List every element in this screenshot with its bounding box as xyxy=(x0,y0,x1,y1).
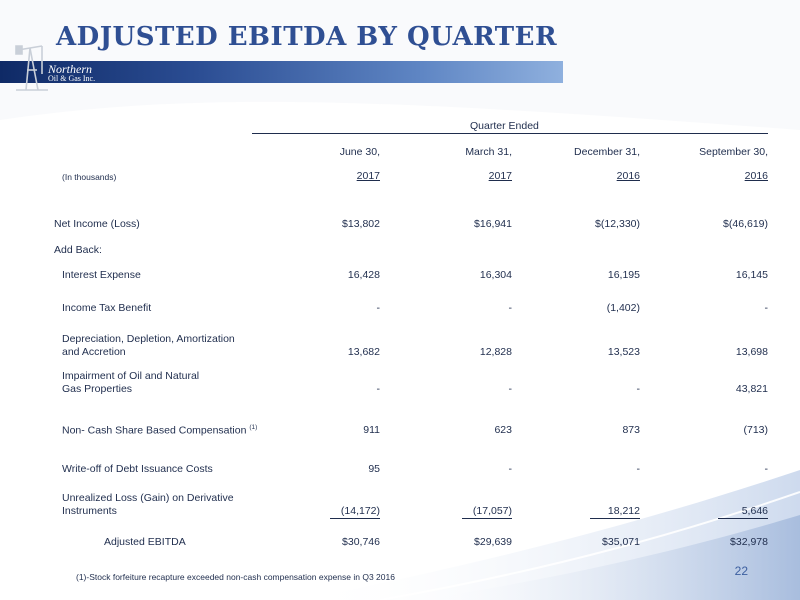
table-cell: 5,646 xyxy=(741,505,768,517)
subtotal-rule xyxy=(330,518,380,519)
col-header-month: March 31, xyxy=(465,146,512,158)
row-label-impairment-line2: Gas Properties xyxy=(62,383,133,395)
row-label-dda-line2: and Accretion xyxy=(62,346,126,358)
logo-line-1: Northern xyxy=(48,62,93,76)
table-cell: - xyxy=(636,463,641,475)
col-header-year: 2017 xyxy=(356,170,380,182)
table-cell: 18,212 xyxy=(607,505,640,517)
table-cell: - xyxy=(764,463,769,475)
table-cell: 911 xyxy=(363,424,380,436)
row-label-net-income: Net Income (Loss) xyxy=(54,218,140,230)
col-header-year: 2017 xyxy=(488,170,512,182)
header-bar xyxy=(0,61,563,83)
page-number: 22 xyxy=(734,564,748,578)
table-cell: - xyxy=(508,383,513,395)
table-cell: (713) xyxy=(743,424,768,436)
table-cell: 13,682 xyxy=(347,346,380,358)
table-cell: 13,698 xyxy=(735,346,768,358)
table-cell: (1,402) xyxy=(606,302,640,314)
row-label-write-off: Write-off of Debt Issuance Costs xyxy=(62,463,213,475)
row-label-income-tax-benefit: Income Tax Benefit xyxy=(62,302,152,314)
subtotal-rule xyxy=(718,518,768,519)
group-header: Quarter Ended xyxy=(470,120,539,132)
table-cell: $13,802 xyxy=(342,218,380,230)
subtotal-rule xyxy=(590,518,640,519)
table-cell: 16,145 xyxy=(735,269,768,281)
table-cell: 623 xyxy=(494,424,512,436)
company-logo-text: Northern Oil & Gas Inc. xyxy=(48,62,96,84)
table-cell: - xyxy=(764,302,769,314)
col-header-year: 2016 xyxy=(744,170,768,182)
subtotal-rule xyxy=(462,518,512,519)
table-cell: $16,941 xyxy=(474,218,512,230)
col-header-month: December 31, xyxy=(574,146,640,158)
col-header-month: September 30, xyxy=(699,146,768,158)
table-cell: 16,304 xyxy=(479,269,512,281)
table-cell: - xyxy=(376,383,381,395)
table-cell: $(12,330) xyxy=(595,218,640,230)
table-cell: - xyxy=(508,463,513,475)
table-cell: 12,828 xyxy=(479,346,512,358)
row-label-adjusted-ebitda: Adjusted EBITDA xyxy=(104,536,186,548)
col-header-year: 2016 xyxy=(616,170,640,182)
table-cell: $29,639 xyxy=(474,536,512,548)
page-title: ADJUSTED EBITDA BY QUARTER xyxy=(56,22,558,52)
oil-derrick-icon xyxy=(15,45,48,91)
table-cell: - xyxy=(376,302,381,314)
logo-line-2: Oil & Gas Inc. xyxy=(48,74,96,83)
row-label-dda-line1: Depreciation, Depletion, Amortization xyxy=(62,333,235,345)
table-cell: $(46,619) xyxy=(723,218,768,230)
table-cell: 16,428 xyxy=(347,269,380,281)
table-cell: 16,195 xyxy=(607,269,640,281)
table-cell: $30,746 xyxy=(342,536,380,548)
row-label-interest-expense: Interest Expense xyxy=(62,269,141,281)
table-cell: (14,172) xyxy=(340,505,380,517)
table-cell: 43,821 xyxy=(735,383,768,395)
row-label-unrealized-line1: Unrealized Loss (Gain) on Derivative xyxy=(62,492,234,504)
row-label-impairment-line1: Impairment of Oil and Natural xyxy=(62,370,200,382)
col-header-month: June 30, xyxy=(339,146,380,158)
row-label-unrealized-line2: Instruments xyxy=(62,505,117,517)
table-cell: 13,523 xyxy=(607,346,640,358)
table-cell: 873 xyxy=(622,424,640,436)
row-label-share-based-comp: Non- Cash Share Based Compensation (1) xyxy=(62,424,257,437)
table-cell: - xyxy=(508,302,513,314)
row-label-add-back: Add Back: xyxy=(54,244,102,256)
table-cell: - xyxy=(636,383,641,395)
table-cell: 95 xyxy=(368,463,380,475)
units-label: (In thousands) xyxy=(62,172,117,182)
table-cell: $32,978 xyxy=(730,536,768,548)
footnote: (1)-Stock forfeiture recapture exceeded … xyxy=(76,572,395,582)
group-header-rule xyxy=(252,133,768,134)
footnote-ref: (1) xyxy=(249,424,258,431)
table-cell: $35,071 xyxy=(602,536,640,548)
row-label-share-based-comp-text: Non- Cash Share Based Compensation xyxy=(62,424,247,437)
table-cell: (17,057) xyxy=(472,505,512,517)
